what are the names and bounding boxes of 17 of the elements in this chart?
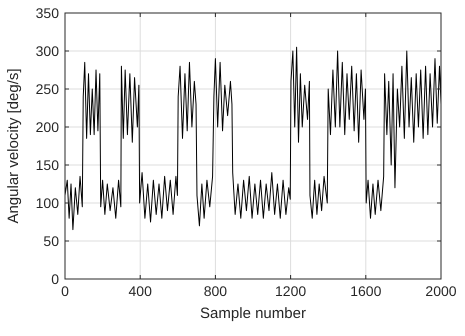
x-tick-label: 800: [204, 283, 228, 299]
x-tick-label: 400: [128, 283, 152, 299]
y-tick-label: 300: [36, 43, 60, 59]
x-axis-title: Sample number: [200, 305, 306, 322]
y-tick-label: 100: [36, 195, 60, 211]
x-tick-label: 1200: [275, 283, 306, 299]
y-tick-label: 0: [51, 271, 60, 287]
y-axis-title: Angular velocity [deg/s]: [5, 68, 22, 224]
y-tick-label: 200: [36, 119, 60, 135]
y-tick-label: 150: [36, 157, 60, 173]
x-tick-label: 0: [61, 283, 70, 299]
y-tick-label: 50: [43, 233, 60, 249]
x-tick-label: 2000: [425, 283, 457, 299]
y-tick-label: 350: [36, 5, 60, 21]
line-series: [64, 46, 442, 230]
y-tick-label: 250: [36, 81, 60, 97]
x-tick-label: 1600: [350, 283, 382, 299]
